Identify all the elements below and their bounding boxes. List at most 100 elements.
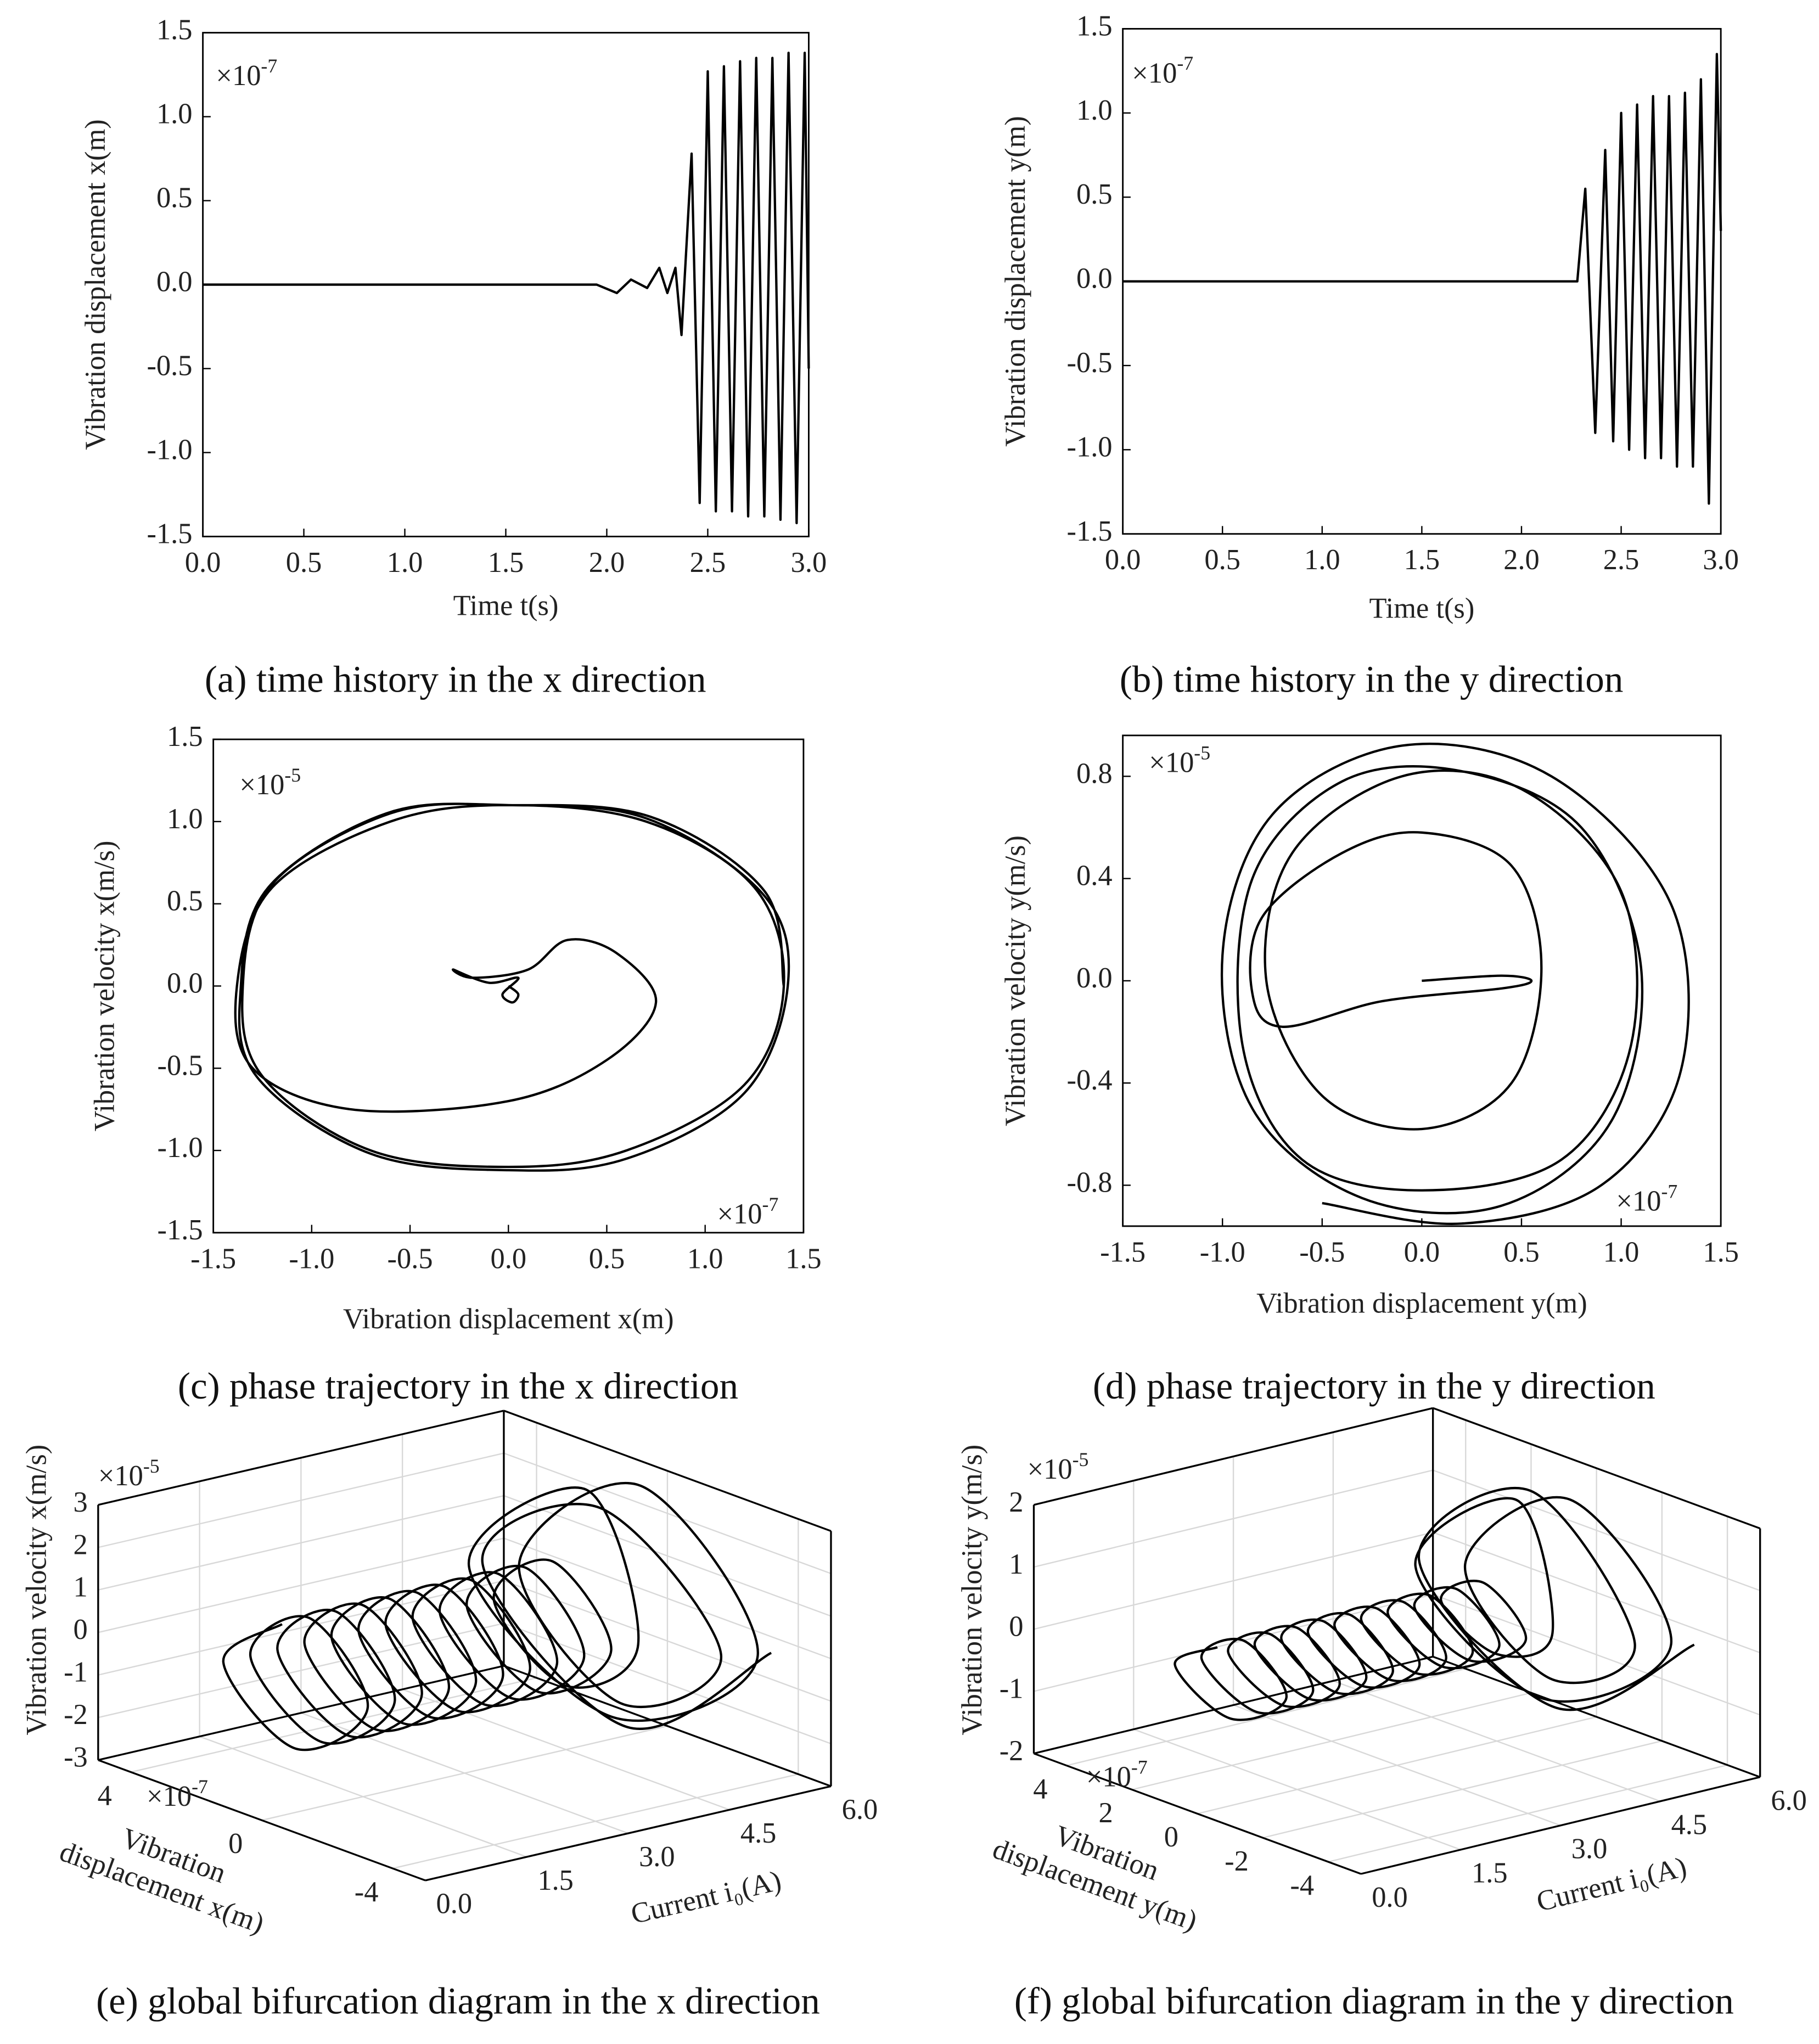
grid-line <box>503 1495 832 1617</box>
y-tick-label: -0.5 <box>147 350 192 382</box>
y-tick-label: -4 <box>355 1876 379 1908</box>
multiplier-base: ×10 <box>1086 1761 1131 1793</box>
y-tick-label: 0.8 <box>1076 757 1113 789</box>
x-tick-label: -1.5 <box>1100 1236 1146 1268</box>
y-tick-label: 4 <box>1033 1773 1047 1805</box>
y-tick-label: -4 <box>1290 1869 1314 1901</box>
x-tick-label: 1.0 <box>1603 1236 1640 1268</box>
x-axis-label: Time t(s) <box>1369 592 1474 624</box>
grid-line <box>261 1725 668 1821</box>
multiplier-base: ×10 <box>1132 57 1177 89</box>
y-tick-label: 0.5 <box>167 885 203 917</box>
grid-line <box>98 1537 504 1633</box>
grid-line <box>98 1580 504 1676</box>
x-tick-label: 0.5 <box>286 547 322 579</box>
multiplier-exponent: -5 <box>284 764 301 786</box>
grid-line <box>98 1495 504 1591</box>
x-tick-label: -0.5 <box>388 1243 433 1274</box>
caption: (b) time history in the y direction <box>1120 658 1624 700</box>
z-tick-label: 0 <box>74 1614 88 1646</box>
x-axis-label: Time t(s) <box>453 590 559 622</box>
x-tick-label: 3.0 <box>791 547 827 579</box>
multiplier-exponent: -7 <box>762 1193 779 1215</box>
y-tick-label: 1.5 <box>156 14 193 46</box>
grid-line <box>1433 1469 1761 1592</box>
box-edge <box>1034 1407 1434 1506</box>
y-tick-label: -0.5 <box>158 1049 203 1081</box>
z-tick-label: 2 <box>1009 1486 1023 1518</box>
multiplier-base: ×10 <box>1616 1185 1661 1217</box>
x-tick-label: 2.0 <box>1503 544 1540 576</box>
y-tick-label: -1.5 <box>158 1214 203 1246</box>
z-tick-label: -1 <box>64 1656 88 1688</box>
box-edge <box>425 1785 832 1882</box>
x-tick-label: 1.5 <box>537 1865 574 1896</box>
multiplier-base: ×10 <box>239 769 284 801</box>
axis-multiplier: ×10-5 <box>1028 1448 1089 1485</box>
y-axis-label: Vibration velocity x(m/s) <box>89 841 121 1132</box>
multiplier-exponent: -7 <box>261 55 277 77</box>
data-line <box>1174 1487 1695 1721</box>
y-tick-label: 0.5 <box>156 182 193 214</box>
caption: (a) time history in the x direction <box>205 658 706 700</box>
x-tick-label: 1.0 <box>1304 544 1340 576</box>
multiplier-base: ×10 <box>1028 1453 1073 1485</box>
y-tick-label: -0.4 <box>1067 1064 1113 1096</box>
x-tick-label: 1.5 <box>785 1243 822 1274</box>
x-tick-label: 1.0 <box>387 547 423 579</box>
x-tick-label: 0.0 <box>1105 544 1141 576</box>
x-tick-label: -1.5 <box>190 1243 236 1274</box>
box-edge <box>1433 1655 1761 1778</box>
y-tick-label: -0.8 <box>1067 1166 1113 1198</box>
y-tick-label: 0.4 <box>1076 860 1113 892</box>
y-axis-label: Vibration displacement x(m) <box>80 119 111 450</box>
x-tick-label: 0.0 <box>1404 1236 1440 1268</box>
box-edge <box>1361 1776 1761 1875</box>
grid-line <box>1328 1764 1728 1863</box>
grid-line <box>1433 1593 1761 1716</box>
data-line <box>222 1481 772 1751</box>
y-tick-label: -1.0 <box>1067 431 1113 463</box>
multiplier-base: ×10 <box>147 1781 192 1812</box>
z-tick-label: -2 <box>1000 1735 1024 1767</box>
x-axis-label: Current i₀(A) <box>628 1865 784 1930</box>
multiplier-base: ×10 <box>717 1198 762 1230</box>
axis-multiplier: ×10-7 <box>1086 1756 1148 1793</box>
x-tick-label: 2.5 <box>1603 544 1640 576</box>
y-tick-label: -2 <box>1225 1845 1249 1877</box>
y-tick-label: 1.5 <box>1076 10 1113 42</box>
grid-line <box>392 1773 799 1869</box>
x-tick-label: 3.0 <box>639 1841 675 1873</box>
grid-line <box>1132 1692 1531 1790</box>
box-edge <box>98 1759 426 1882</box>
grid-line <box>1034 1531 1433 1630</box>
x-tick-label: 0.5 <box>1204 544 1240 576</box>
z-tick-label: 3 <box>74 1486 88 1518</box>
y-tick-label: 0 <box>1164 1821 1178 1853</box>
axis-multiplier: ×10-7 <box>216 55 277 92</box>
x-tick-label: 3.0 <box>1571 1833 1608 1865</box>
y-tick-label: -0.5 <box>1067 347 1113 379</box>
z-tick-label: 0 <box>1009 1610 1023 1642</box>
z-tick-label: -3 <box>64 1742 88 1773</box>
y-axis-label: Vibrationdisplacement x(m) <box>55 1804 280 1940</box>
x-axis-label: Current i₀(A) <box>1534 1851 1690 1918</box>
z-axis-label: Vibration velocity y(m/s) <box>956 1445 988 1736</box>
multiplier-exponent: -7 <box>1177 52 1193 74</box>
x-tick-label: 0.0 <box>436 1888 473 1920</box>
plot-frame <box>212 738 805 1234</box>
x-tick-label: 0.5 <box>1503 1236 1540 1268</box>
x-tick-label: 1.5 <box>1703 1236 1739 1268</box>
x-tick-label: 1.5 <box>1472 1857 1508 1889</box>
box-edge <box>503 1665 832 1787</box>
box-edge <box>1433 1407 1761 1530</box>
data-line <box>234 802 790 1172</box>
box-edge <box>503 1410 832 1532</box>
x-tick-label: -1.0 <box>1200 1236 1245 1268</box>
y-tick-label: 0.0 <box>1076 962 1113 994</box>
z-tick-label: 1 <box>1009 1548 1023 1580</box>
x-tick-label: 4.5 <box>1671 1809 1708 1840</box>
x-tick-label: 3.0 <box>1703 544 1739 576</box>
y-tick-label: 0 <box>228 1828 243 1860</box>
